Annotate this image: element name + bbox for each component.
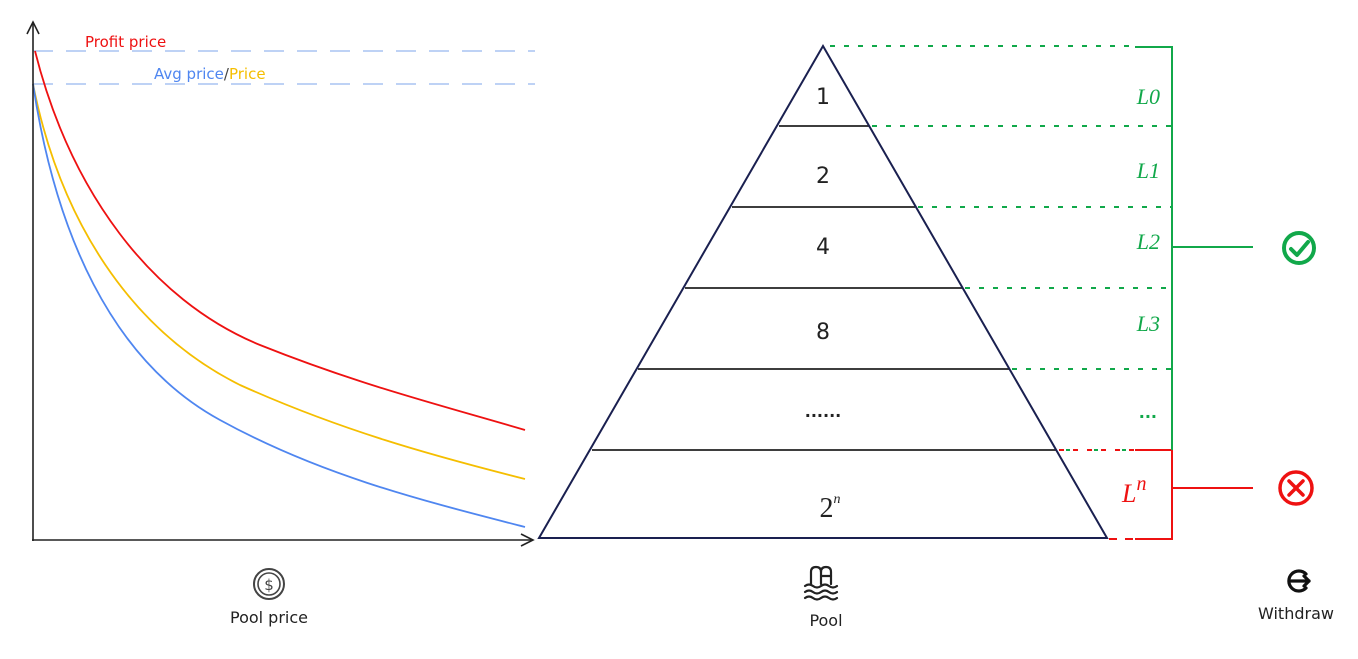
pyramid-outline — [537, 43, 1109, 539]
price-label: Price — [229, 65, 266, 83]
label-separator: / — [224, 65, 230, 83]
level-label-ellipsis: ... — [1139, 403, 1157, 422]
level-label-l1: L1 — [1136, 158, 1160, 183]
profit-price-label: Profit price — [85, 33, 166, 51]
avg-price-legend: Avg price/Price — [154, 65, 266, 83]
level-label-ln-base: L — [1121, 479, 1136, 508]
layer-label-2: 2 — [816, 164, 830, 189]
level-label-l2: L2 — [1136, 229, 1160, 254]
swimming-pool-icon — [803, 565, 839, 601]
layer-label-8: 8 — [816, 320, 830, 345]
layer-label-2n-exponent: n — [834, 492, 841, 507]
price-curve — [32, 83, 526, 480]
avg-price-curve — [32, 83, 526, 528]
dollar-coin-icon: $ — [253, 568, 285, 600]
exit-arrow-icon — [1287, 569, 1311, 593]
profit-price-curve — [34, 50, 526, 431]
level-label-ln: Ln — [1121, 473, 1146, 508]
avg-price-label: Avg price — [154, 65, 224, 83]
svg-text:$: $ — [264, 576, 274, 594]
level-label-l3: L3 — [1136, 311, 1160, 336]
pool-caption: Pool — [809, 611, 843, 630]
layer-label-2n: 2n — [820, 492, 841, 524]
layer-label-ellipsis: ...... — [805, 402, 841, 421]
layer-label-2n-base: 2 — [820, 493, 834, 524]
x-circle-icon — [1278, 470, 1314, 506]
price-chart: Profit price Avg price/Price — [26, 20, 535, 547]
x-axis-arrowhead — [520, 533, 535, 547]
withdraw-caption: Withdraw — [1258, 604, 1334, 623]
y-axis-arrowhead — [26, 20, 40, 35]
check-circle-icon — [1282, 231, 1316, 265]
layer-label-1: 1 — [816, 85, 830, 110]
pool-price-caption: Pool price — [229, 608, 308, 627]
layer-label-4: 4 — [816, 235, 830, 260]
level-guides: L0 L1 L2 L3 ... Ln — [830, 45, 1316, 540]
level-label-l0: L0 — [1136, 84, 1160, 109]
pool-pyramid: 1 2 4 8 ...... 2n — [537, 43, 1109, 539]
level-label-ln-exponent: n — [1136, 473, 1146, 495]
